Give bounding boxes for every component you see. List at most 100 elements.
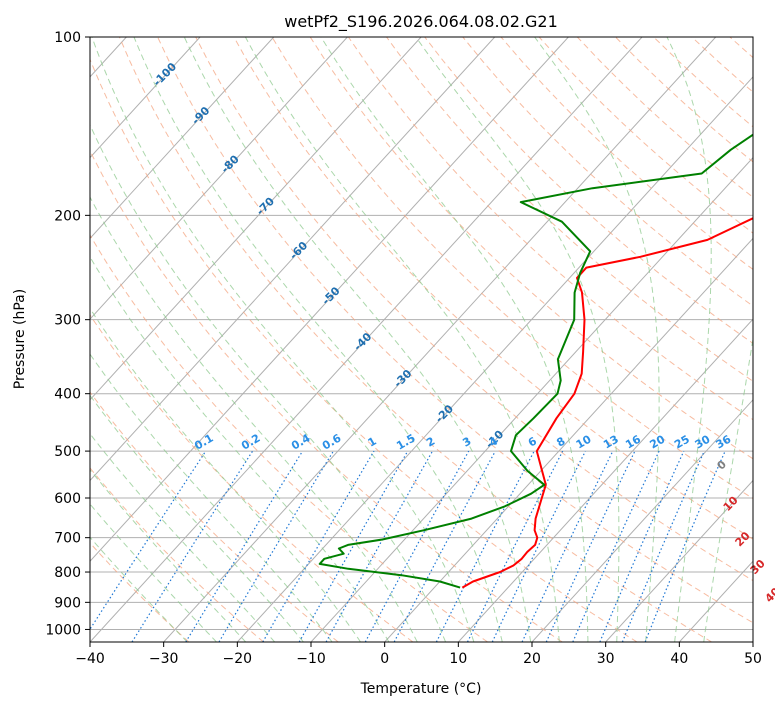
moist-adiabat-line [90,468,247,642]
isotherm-line [236,76,753,642]
moist-adiabat-line [90,432,276,642]
dry-adiabat-line [90,149,563,642]
mixing-ratio-label: 0.4 [289,431,313,452]
mixing-ratio-line [466,450,564,642]
dry-adiabat-line [90,542,190,642]
mixing-ratio-label: 36 [713,432,733,451]
dry-adiabat-line [195,37,753,582]
dry-adiabat-label: 30 [748,557,768,577]
mixing-ratio-label: 25 [672,433,692,452]
moist-adiabat-line [244,37,560,642]
mixing-ratio-line [325,450,434,642]
dry-adiabat-line [90,58,638,642]
dry-adiabat-line [347,37,753,421]
y-tick-label: 300 [54,313,81,329]
moist-adiabat-line [90,394,304,642]
isotherm-line [752,641,753,642]
y-axis-label: Pressure (hPa) [12,289,28,389]
x-tick-label: 10 [449,651,467,667]
moist-adiabat-line [91,37,475,642]
x-tick-label: 30 [597,651,615,667]
moist-adiabat-line [90,503,217,642]
moist-adiabat-line [90,353,333,642]
moist-adiabat-line [183,37,532,642]
isotherm-line [90,37,422,401]
dry-adiabat-line [576,37,753,198]
mixing-ratio-label: 16 [623,432,643,451]
isotherm-zero-label: 0 [714,458,729,473]
mixing-ratio-line [521,450,614,642]
isotherm-line [90,37,643,642]
y-axis: 100 200 300 400 500 600 700 800 900 1000 [45,30,90,638]
x-tick-label: −10 [296,651,326,667]
y-tick-label: 100 [54,30,81,46]
isotherm-line [90,37,496,482]
moist-adiabat-line [90,255,390,642]
mixing-ratio-line [599,450,685,642]
mixing-ratio-label: 1 [366,435,379,450]
isotherm-line [531,399,753,642]
mixing-ratio-label: 10 [574,432,594,451]
isotherm-line [384,237,753,642]
y-tick-label: 200 [54,208,81,224]
moist-adiabat-line [90,307,361,642]
dry-adiabat-line [118,37,712,642]
isotherm-line [90,37,569,563]
moist-adiabat-line [415,37,620,642]
x-tick-label: −30 [149,651,179,667]
mixing-ratio-line [621,450,705,642]
moist-adiabat-line [703,335,753,642]
mixing-ratio-line [218,450,334,642]
mixing-ratio-line [545,450,636,642]
dry-adiabat-line [691,37,753,93]
x-tick-label: 50 [744,651,762,667]
mixing-ratio-line [364,450,470,642]
y-tick-label: 400 [54,387,81,403]
y-tick-label: 700 [54,531,81,547]
x-tick-label: 0 [380,651,389,667]
y-tick-label: 1000 [45,622,81,638]
chart-title: wetPf2_S196.2026.064.08.02.G21 [284,12,558,32]
mixing-ratio-label: 1.5 [394,432,417,453]
isotherm-line [90,37,348,320]
mixing-ratio-line [644,450,726,642]
moist-adiabat-line [90,123,447,642]
y-tick-label: 500 [54,444,81,460]
isotherm-line [90,37,275,240]
x-tick-label: −40 [75,651,105,667]
mixing-ratio-line [572,450,660,642]
mixing-ratio-line [185,450,304,642]
y-tick-label: 800 [54,565,81,581]
mixing-ratio-line [262,450,375,642]
mixing-ratio-label: 0.2 [239,432,262,453]
mixing-ratio-label: 30 [693,432,713,451]
dry-adiabat-line [157,37,753,624]
dry-adiabat-line [615,37,753,163]
profiles [318,133,753,589]
dry-adiabat-label: 40 [763,585,775,605]
mixing-ratio-label: 13 [601,433,621,452]
dry-adiabat-line [233,37,753,540]
x-tick-label: 20 [523,651,541,667]
dry-adiabat-line [309,37,753,460]
dry-adiabat-line [90,313,414,642]
mixing-ratio-label: 6 [526,434,539,449]
moist-adiabat-line [666,37,712,642]
mixing-ratio-label: 8 [554,435,567,450]
dry-adiabat-line [90,391,339,642]
moist-adiabat-line [133,37,503,642]
plot-area [90,37,753,642]
isotherm-line [605,479,753,642]
mixing-ratio-label: 2 [424,435,437,450]
isotherm-line [457,318,753,642]
dry-adiabat-line [90,234,488,642]
dewpoint-profile-line [318,133,753,589]
mixing-ratio-line [131,450,254,642]
mixing-ratio-label: 3 [460,435,473,450]
temperature-profile-line [461,217,753,589]
isotherm-line [163,37,717,642]
dry-adiabat-label: 20 [733,529,753,549]
y-tick-label: 600 [54,491,81,507]
x-axis-label: Temperature (°C) [360,681,482,697]
